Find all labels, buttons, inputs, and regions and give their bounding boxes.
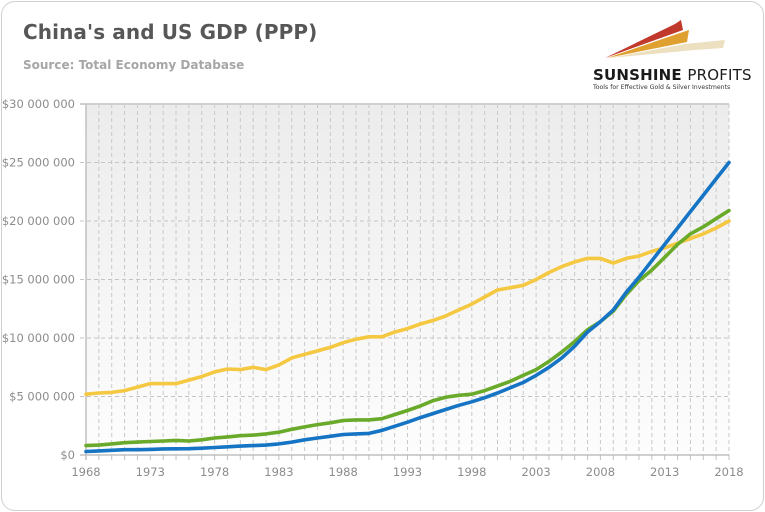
chart-title: China's and US GDP (PPP) [23, 20, 318, 44]
x-axis-ticks: 1968 1973 1978 1983 1988 1993 1998 2003 2008 2013… [71, 465, 743, 479]
y-tick-label: $20 000 000 [2, 214, 75, 228]
x-tick-label: 2008 [586, 465, 615, 479]
chart-subtitle: Source: Total Economy Database [23, 58, 245, 72]
x-tick-label: 2013 [650, 465, 679, 479]
logo-rays-icon [605, 20, 725, 58]
series-line-blue [84, 160, 731, 454]
y-tick-label: $30 000 000 [2, 97, 75, 111]
x-tick-label: 1998 [457, 465, 486, 479]
x-tick-label: 1973 [136, 465, 165, 479]
y-axis-ticks: $0 $5 000 000 $10 000 000 $15 000 000 $20 00… [2, 97, 75, 462]
logo-name-bold: SUNSHINE [593, 66, 682, 84]
logo-ray-gold [607, 30, 689, 58]
x-tick-label: 1993 [393, 465, 422, 479]
logo-tagline: Tools for Effective Gold & Silver Invest… [593, 84, 731, 91]
y-tick-label: $15 000 000 [2, 273, 75, 287]
axes [80, 104, 730, 460]
y-tick-label: $5 000 000 [9, 390, 75, 404]
x-tick-label: 1968 [71, 465, 100, 479]
x-tick-label: 1988 [329, 465, 358, 479]
sunshine-profits-logo: SUNSHINE PROFITS Tools for Effective Gol… [585, 16, 755, 92]
series-line-yellow [84, 219, 731, 397]
x-tick-label: 2003 [521, 465, 550, 479]
y-tick-label: $10 000 000 [2, 331, 75, 345]
y-tick-label: $0 [60, 448, 75, 462]
horizontal-gridlines [80, 103, 729, 397]
y-tick-label: $25 000 000 [2, 156, 75, 170]
logo-name: SUNSHINE PROFITS [593, 66, 752, 84]
logo-name-thin: PROFITS [687, 66, 752, 84]
x-tick-label: 2018 [714, 465, 743, 479]
x-tick-label: 1983 [264, 465, 293, 479]
logo-ray-silver [609, 40, 725, 58]
series-lines [84, 160, 731, 454]
x-tick-label: 1978 [200, 465, 229, 479]
